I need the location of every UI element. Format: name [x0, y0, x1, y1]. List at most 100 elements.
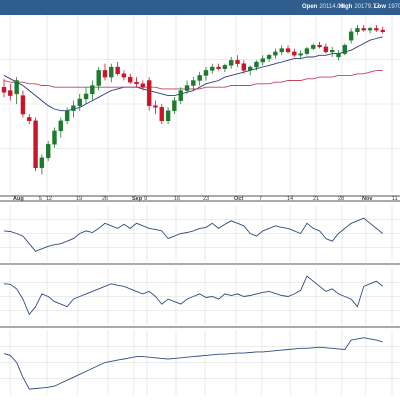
- candle-body: [45, 144, 51, 158]
- candle: [329, 46, 335, 57]
- candle-body: [121, 73, 127, 78]
- candle: [361, 25, 366, 32]
- candle: [115, 62, 120, 76]
- candle: [216, 63, 221, 71]
- candle: [102, 63, 108, 81]
- candle-body: [134, 81, 139, 85]
- x-tick-label: 26: [102, 196, 108, 202]
- candle-body: [90, 85, 95, 95]
- candle: [128, 73, 133, 84]
- candle-body: [285, 48, 291, 53]
- candle-body: [380, 29, 385, 32]
- candle: [153, 100, 158, 115]
- candle: [159, 104, 164, 125]
- candle: [304, 46, 310, 56]
- candle-body: [172, 100, 177, 111]
- candle: [134, 77, 139, 88]
- candle-body: [323, 46, 329, 53]
- open-readout: Open 20114.08: [302, 4, 344, 10]
- candle: [317, 41, 322, 49]
- candle-body: [292, 51, 297, 56]
- candle-body: [83, 93, 89, 100]
- x-tick-label: Nov: [362, 196, 373, 202]
- candle: [285, 45, 291, 54]
- candle: [323, 43, 329, 54]
- candle: [178, 87, 183, 104]
- candle: [260, 55, 265, 66]
- candle-body: [39, 157, 45, 169]
- x-tick-label: Sep: [132, 196, 143, 202]
- candle: [348, 28, 354, 44]
- candle: [184, 80, 190, 94]
- candle-body: [52, 130, 57, 145]
- candle: [83, 87, 89, 104]
- candle: [342, 43, 348, 56]
- candle: [279, 45, 284, 56]
- candle: [336, 50, 341, 61]
- candle: [210, 63, 215, 74]
- candle: [374, 25, 379, 32]
- candle-body: [329, 50, 335, 53]
- x-tick-label: Aug: [13, 196, 24, 202]
- candle: [273, 48, 278, 59]
- x-tick-label: 7: [259, 196, 262, 202]
- candle-body: [64, 110, 70, 122]
- candle: [45, 140, 51, 162]
- candle: [33, 117, 38, 172]
- candle: [266, 53, 272, 62]
- candle-body: [241, 63, 247, 71]
- indicator-line-1: [3, 217, 383, 252]
- candle-body: [146, 80, 152, 106]
- candle-body: [336, 53, 341, 58]
- candle: [146, 77, 152, 111]
- indicator-line-2: [3, 275, 383, 316]
- candle-body: [342, 45, 348, 54]
- candle: [355, 25, 360, 36]
- candle-body: [191, 80, 196, 86]
- x-tick-label: 11: [392, 196, 398, 202]
- candle: [367, 26, 373, 34]
- candle: [191, 77, 196, 91]
- x-tick-label: 28: [338, 196, 344, 202]
- candle: [165, 107, 171, 125]
- candle-body: [298, 53, 303, 56]
- candle: [292, 48, 297, 57]
- candle-body: [216, 66, 221, 69]
- candle-body: [311, 45, 316, 49]
- candle-body: [20, 95, 26, 115]
- candle: [254, 60, 259, 71]
- candle-body: [58, 120, 64, 132]
- high-readout: High 20179.77: [339, 4, 380, 10]
- candle-body: [27, 117, 32, 122]
- candle-body: [77, 98, 82, 106]
- candle: [14, 77, 19, 104]
- candle-body: [273, 51, 278, 56]
- candle-body: [8, 90, 13, 96]
- candle-body: [266, 55, 272, 59]
- candle-body: [1, 86, 7, 93]
- x-tick-label: 14: [287, 196, 293, 202]
- candle-body: [222, 65, 228, 69]
- candle: [380, 26, 385, 34]
- candle: [39, 154, 45, 175]
- x-tick-label: 5: [39, 196, 42, 202]
- candle: [96, 67, 101, 91]
- candle-body: [279, 48, 284, 53]
- candle-body: [178, 90, 183, 101]
- candle: [197, 72, 202, 86]
- candle-body: [355, 28, 360, 32]
- x-tick-label: 23: [203, 196, 209, 202]
- candle: [172, 97, 177, 115]
- candle: [222, 63, 228, 73]
- candle-body: [153, 105, 158, 108]
- candle-body: [374, 28, 379, 31]
- candle-body: [361, 28, 366, 31]
- candle: [247, 65, 253, 76]
- candle-body: [210, 66, 215, 71]
- candle-body: [96, 70, 101, 86]
- candle: [58, 117, 64, 138]
- x-tick-label: Oct: [234, 196, 243, 202]
